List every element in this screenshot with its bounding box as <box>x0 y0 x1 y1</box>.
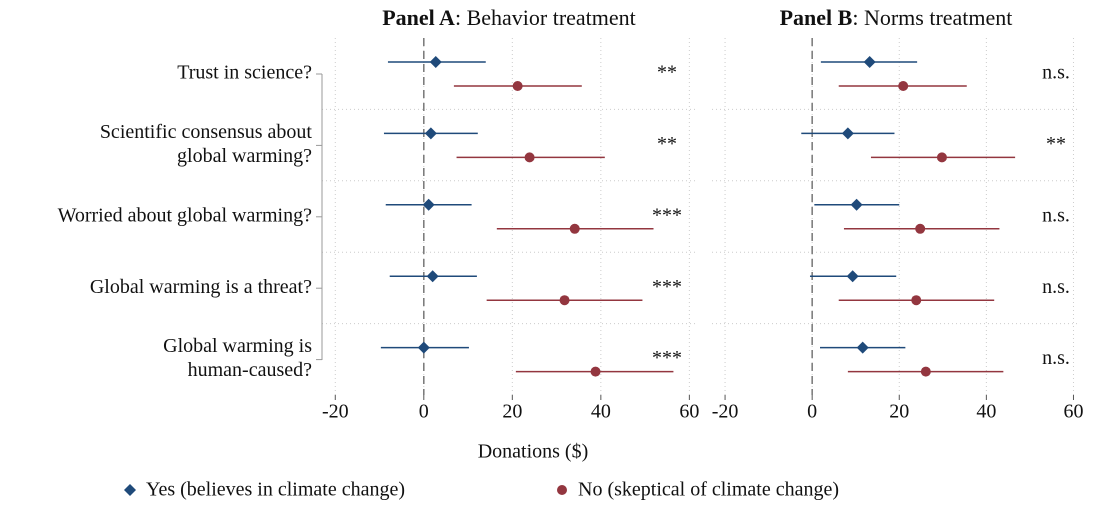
point <box>590 366 601 377</box>
significance-label: n.s. <box>1042 62 1070 84</box>
significance-label: ** <box>657 62 677 84</box>
point <box>512 81 523 91</box>
significance-label: n.s. <box>1042 204 1070 226</box>
x-tick-label: -20 <box>712 401 739 423</box>
category-label: Global warming is a threat? <box>90 276 312 298</box>
x-tick-label: 40 <box>976 401 996 423</box>
point <box>846 270 859 283</box>
point <box>559 295 570 306</box>
category-label: Global warming is <box>163 335 312 357</box>
panel-title: Panel A: Behavior treatment <box>382 5 636 30</box>
title-part: Panel B <box>780 5 853 30</box>
point <box>850 198 863 211</box>
point <box>417 341 430 354</box>
point <box>898 81 909 91</box>
point <box>911 295 922 306</box>
category-label: global warming? <box>177 145 312 167</box>
point <box>426 270 439 283</box>
x-tick-label: 40 <box>591 401 611 423</box>
x-tick-label: 20 <box>502 401 522 423</box>
legend-label: No (skeptical of climate change) <box>578 479 839 501</box>
significance-label: *** <box>652 204 682 226</box>
point <box>920 366 931 377</box>
point <box>429 56 442 68</box>
x-tick-label: 60 <box>1063 401 1083 423</box>
legend-marker <box>557 485 567 495</box>
legend-marker <box>124 484 136 496</box>
point <box>863 56 876 68</box>
x-tick-label: 0 <box>419 401 429 423</box>
category-label: Scientific consensus about <box>100 121 313 143</box>
point <box>524 152 535 163</box>
significance-label: *** <box>652 347 682 369</box>
category-label: Trust in science? <box>177 62 312 84</box>
x-tick-label: 60 <box>679 401 699 423</box>
point <box>422 198 435 211</box>
title-part: Panel A <box>382 5 455 30</box>
significance-label: n.s. <box>1042 276 1070 298</box>
significance-label: ** <box>1046 133 1066 155</box>
point <box>841 127 854 140</box>
x-tick-label: 0 <box>807 401 817 423</box>
point <box>915 223 926 234</box>
significance-label: ** <box>657 133 677 155</box>
title-part: : Norms treatment <box>852 5 1012 30</box>
x-axis-label: Donations ($) <box>478 441 589 463</box>
category-label: Worried about global warming? <box>58 204 313 226</box>
point <box>856 341 869 354</box>
x-tick-label: -20 <box>322 401 349 423</box>
significance-label: *** <box>652 276 682 298</box>
point <box>569 223 580 234</box>
point <box>936 152 947 163</box>
point <box>424 127 437 140</box>
significance-label: n.s. <box>1042 347 1070 369</box>
legend-label: Yes (believes in climate change) <box>146 479 405 501</box>
panel-title: Panel B: Norms treatment <box>780 5 1013 30</box>
x-tick-label: 20 <box>889 401 909 423</box>
title-part: : Behavior treatment <box>455 5 636 30</box>
category-label: human-caused? <box>188 359 313 381</box>
